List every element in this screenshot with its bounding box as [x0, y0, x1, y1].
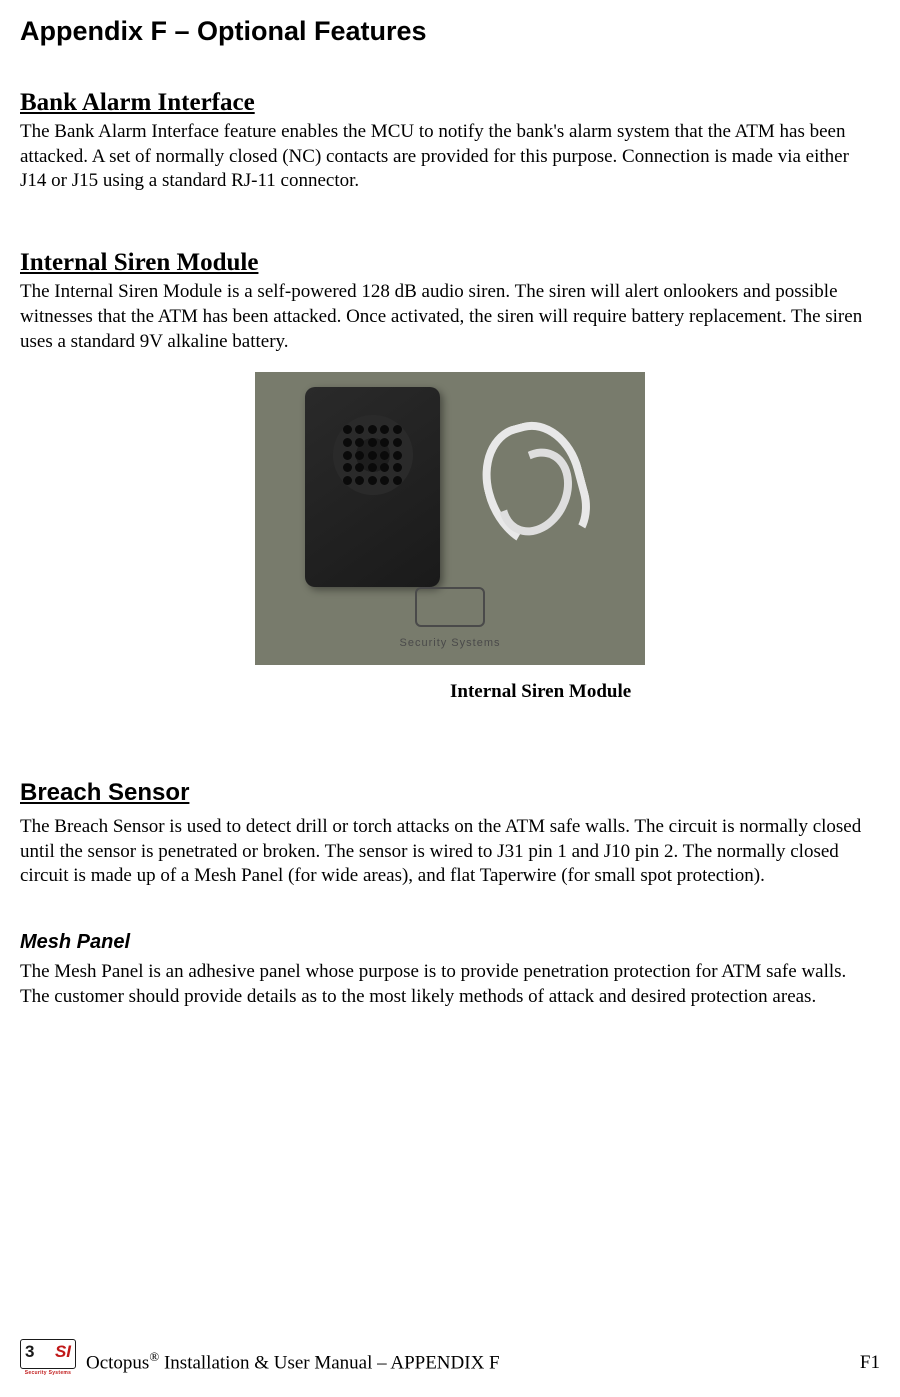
registered-mark-icon: ®: [149, 1349, 159, 1364]
footer-doc-title: Installation & User Manual – APPENDIX F: [159, 1352, 499, 1373]
brand-text: Security Systems: [400, 637, 501, 651]
heading-mesh: Mesh Panel: [20, 930, 880, 955]
spacer: [20, 704, 880, 752]
footer-logo-icon: 3 SI Security Systems: [20, 1339, 76, 1375]
spacer: [20, 894, 880, 930]
figure-siren-container: Security Systems: [20, 372, 880, 672]
body-siren: The Internal Siren Module is a self-powe…: [20, 280, 880, 354]
spacer: [20, 199, 880, 247]
page-title: Appendix F – Optional Features: [20, 15, 880, 49]
heading-siren: Internal Siren Module: [20, 247, 880, 278]
footer: 3 SI Security Systems Octopus® Installat…: [20, 1339, 880, 1375]
footer-product: Octopus: [86, 1352, 149, 1373]
footer-logo-s: SI: [55, 1341, 71, 1362]
footer-logo-tagline: Security Systems: [20, 1370, 76, 1376]
heading-bank-alarm: Bank Alarm Interface: [20, 87, 880, 118]
siren-grille-icon: [333, 415, 413, 495]
body-bank-alarm: The Bank Alarm Interface feature enables…: [20, 120, 880, 194]
footer-text: Octopus® Installation & User Manual – AP…: [86, 1349, 500, 1375]
body-breach: The Breach Sensor is used to detect dril…: [20, 815, 880, 889]
spacer: [20, 752, 880, 778]
footer-logo-num: 3: [25, 1341, 34, 1362]
footer-left: 3 SI Security Systems Octopus® Installat…: [20, 1339, 500, 1375]
footer-page-number: F1: [860, 1351, 880, 1375]
figure-siren-image: Security Systems: [255, 372, 645, 665]
body-mesh: The Mesh Panel is an adhesive panel whos…: [20, 960, 880, 1009]
cable-icon: [465, 392, 615, 592]
brand-logo-icon: [415, 587, 485, 627]
heading-breach: Breach Sensor: [20, 778, 880, 808]
siren-device-icon: [305, 387, 440, 587]
figure-siren-caption: Internal Siren Module: [450, 680, 880, 704]
